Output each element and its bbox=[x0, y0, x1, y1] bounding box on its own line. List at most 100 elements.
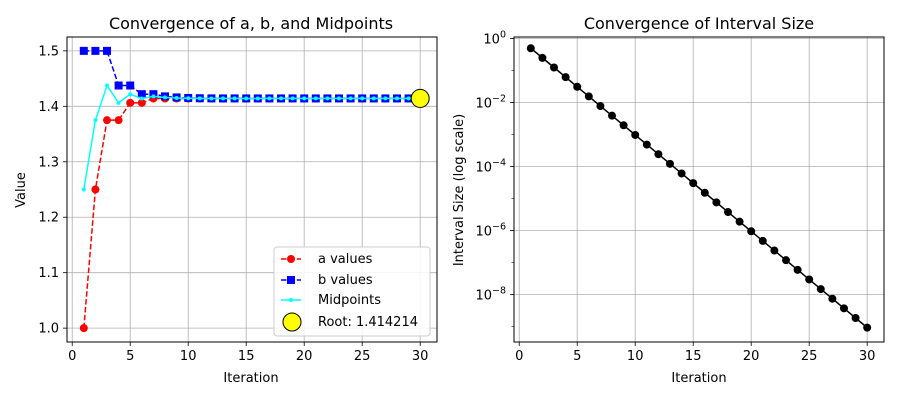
series-line-midpoints bbox=[83, 83, 421, 190]
data-point-interval-size bbox=[712, 198, 721, 207]
right-y-ticks: 100 10−2 10−4 10−6 10−8 bbox=[475, 30, 514, 327]
data-point-interval-size bbox=[526, 44, 535, 53]
data-point-a-values bbox=[91, 185, 100, 194]
right-x-tick-label: 10 bbox=[627, 349, 644, 364]
legend-frame bbox=[273, 246, 431, 337]
data-point-interval-size bbox=[735, 217, 744, 226]
legend-label-a-values: a values bbox=[318, 252, 373, 267]
data-point-b-values bbox=[91, 46, 100, 55]
left-legend: a values b values Midpoints Root: 1.4142… bbox=[273, 246, 431, 337]
data-point-interval-size bbox=[538, 53, 547, 62]
left-y-tick-label: 1.5 bbox=[38, 44, 59, 59]
left-y-ticks: 1.0 1.1 1.2 1.3 1.4 1.5 bbox=[38, 44, 67, 337]
right-x-ticks: 0 5 10 15 20 25 30 bbox=[515, 342, 875, 364]
right-series bbox=[526, 44, 872, 332]
left-y-tick-label: 1.1 bbox=[38, 266, 59, 281]
data-point-midpoints bbox=[221, 96, 226, 101]
data-point-interval-size bbox=[770, 246, 779, 255]
left-x-ticks: 0 5 10 15 20 25 30 bbox=[68, 342, 428, 364]
data-point-interval-size bbox=[839, 304, 848, 313]
data-point-midpoints bbox=[302, 96, 307, 101]
data-point-interval-size bbox=[723, 208, 732, 217]
right-y-axis-label: Interval Size (log scale) bbox=[452, 114, 467, 266]
data-point-midpoints bbox=[383, 96, 388, 101]
data-point-interval-size bbox=[793, 265, 802, 274]
chart-right: Convergence of Interval Size 0 5 10 15 20 25 3… bbox=[452, 14, 885, 386]
right-chart-title: Convergence of Interval Size bbox=[584, 14, 814, 33]
data-point-interval-size bbox=[851, 313, 860, 322]
data-point-a-values bbox=[126, 98, 135, 107]
data-point-midpoints bbox=[325, 96, 330, 101]
data-point-midpoints bbox=[406, 96, 411, 101]
data-point-interval-size bbox=[689, 179, 698, 188]
data-point-midpoints bbox=[93, 118, 98, 123]
right-x-tick-label: 20 bbox=[743, 349, 760, 364]
data-point-midpoints bbox=[290, 96, 295, 101]
series-line-b-values bbox=[83, 50, 421, 100]
data-point-a-values bbox=[103, 116, 112, 125]
data-point-b-values bbox=[149, 90, 158, 99]
legend-item-b-values: b values bbox=[281, 273, 373, 288]
chart-left: Convergence of a, b, and Midpoints 0 5 10 1… bbox=[14, 14, 438, 386]
data-point-interval-size bbox=[596, 102, 605, 111]
left-series bbox=[79, 46, 430, 333]
legend-marker-b-values bbox=[287, 276, 295, 284]
data-point-midpoints bbox=[116, 100, 121, 105]
legend-item-a-values: a values bbox=[281, 252, 373, 267]
data-point-midpoints bbox=[232, 96, 237, 101]
left-x-tick-label: 30 bbox=[412, 349, 429, 364]
left-x-tick-label: 20 bbox=[296, 349, 313, 364]
data-point-interval-size bbox=[700, 188, 709, 197]
right-x-tick-label: 5 bbox=[573, 349, 581, 364]
right-x-tick-label: 15 bbox=[685, 349, 702, 364]
data-point-interval-size bbox=[816, 285, 825, 294]
data-point-midpoints bbox=[197, 96, 202, 101]
data-point-midpoints bbox=[139, 96, 144, 101]
data-point-midpoints bbox=[186, 96, 191, 101]
legend-item-midpoints: Midpoints bbox=[281, 293, 381, 308]
data-point-interval-size bbox=[631, 130, 640, 139]
right-axes-frame bbox=[513, 36, 885, 343]
left-x-tick-label: 10 bbox=[180, 349, 197, 364]
data-point-interval-size bbox=[863, 323, 872, 332]
data-point-b-values bbox=[126, 81, 135, 90]
legend-label-midpoints: Midpoints bbox=[318, 293, 381, 308]
data-point-midpoints bbox=[278, 96, 283, 101]
left-x-tick-label: 15 bbox=[238, 349, 255, 364]
data-point-midpoints bbox=[128, 92, 133, 97]
data-point-interval-size bbox=[619, 121, 628, 130]
data-point-b-values bbox=[137, 90, 146, 99]
data-point-midpoints bbox=[174, 95, 179, 100]
data-point-midpoints bbox=[81, 187, 86, 192]
data-point-a-values bbox=[79, 324, 88, 333]
data-point-interval-size bbox=[781, 256, 790, 265]
data-point-interval-size bbox=[805, 275, 814, 284]
data-point-b-values bbox=[79, 46, 88, 55]
right-y-tick-label: 10−8 bbox=[475, 286, 506, 304]
left-x-tick-label: 0 bbox=[68, 349, 76, 364]
data-point-b-values bbox=[114, 81, 123, 90]
data-point-midpoints bbox=[163, 95, 168, 100]
legend-marker-root bbox=[282, 312, 302, 332]
data-point-b-values bbox=[103, 46, 112, 55]
data-point-interval-size bbox=[654, 150, 663, 159]
right-y-tick-label: 10−2 bbox=[475, 94, 506, 112]
data-point-interval-size bbox=[561, 73, 570, 82]
data-point-midpoints bbox=[394, 96, 399, 101]
series-line-interval-size bbox=[530, 47, 868, 329]
data-point-midpoints bbox=[151, 94, 156, 99]
right-y-tick-label: 100 bbox=[483, 30, 506, 48]
data-point-interval-size bbox=[666, 159, 675, 168]
data-point-interval-size bbox=[677, 169, 686, 178]
legend-label-b-values: b values bbox=[318, 273, 373, 288]
data-point-midpoints bbox=[267, 96, 272, 101]
data-point-midpoints bbox=[105, 83, 110, 88]
data-point-interval-size bbox=[642, 140, 651, 149]
right-x-tick-label: 0 bbox=[515, 349, 523, 364]
legend-marker-a-values bbox=[287, 255, 295, 263]
data-point-interval-size bbox=[550, 63, 559, 72]
left-x-tick-label: 25 bbox=[354, 349, 371, 364]
right-y-tick-label: 10−6 bbox=[475, 222, 506, 240]
data-point-interval-size bbox=[573, 82, 582, 91]
